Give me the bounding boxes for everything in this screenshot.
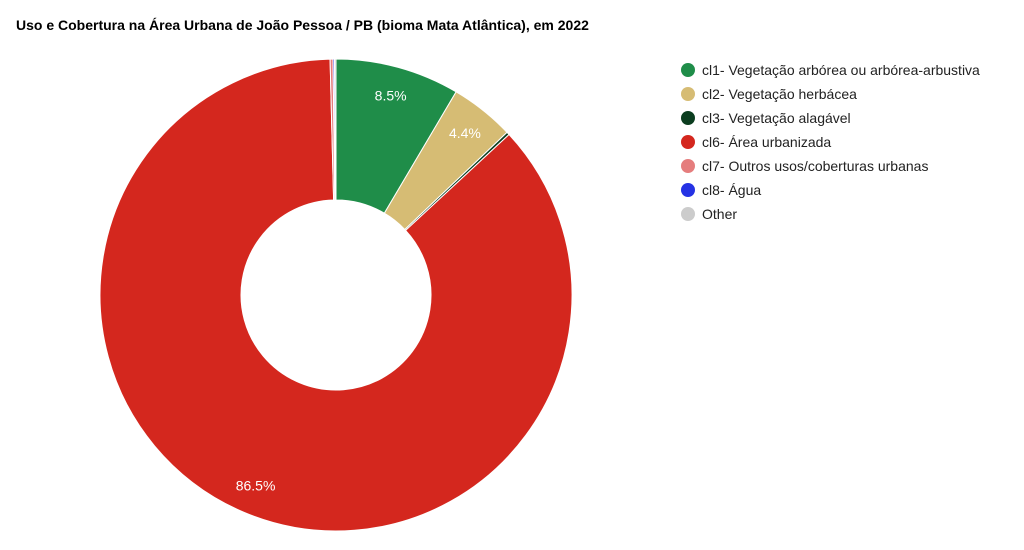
slice-6[interactable] [334,58,337,201]
legend-marker [681,159,695,173]
legend-item[interactable]: Other [681,202,980,226]
slice-label-3: 86.5% [236,478,276,494]
legend-marker [681,63,695,77]
legend-marker [681,87,695,101]
legend-label: Other [702,206,738,222]
legend-marker [681,135,695,149]
legend-item[interactable]: cl7- Outros usos/coberturas urbanas [681,154,980,178]
legend-label: cl8- Água [702,182,762,198]
slice-label-0: 8.5% [375,87,407,103]
legend: cl1- Vegetação arbórea ou arbórea-arbust… [681,58,980,226]
legend-item[interactable]: cl1- Vegetação arbórea ou arbórea-arbust… [681,58,980,82]
legend-label: cl7- Outros usos/coberturas urbanas [702,158,929,174]
slice-label-1: 4.4% [449,125,481,141]
legend-label: cl6- Área urbanizada [702,134,832,150]
legend-item[interactable]: cl6- Área urbanizada [681,130,980,154]
legend-label: cl1- Vegetação arbórea ou arbórea-arbust… [702,62,980,78]
legend-item[interactable]: cl8- Água [681,178,980,202]
legend-label: cl3- Vegetação alagável [702,110,851,126]
legend-marker [681,111,695,125]
legend-marker [681,207,695,221]
chart-title: Uso e Cobertura na Área Urbana de João P… [16,17,589,33]
legend-item[interactable]: cl2- Vegetação herbácea [681,82,980,106]
legend-item[interactable]: cl3- Vegetação alagável [681,106,980,130]
slice-3[interactable] [99,58,573,532]
legend-marker [681,183,695,197]
legend-label: cl2- Vegetação herbácea [702,86,857,102]
